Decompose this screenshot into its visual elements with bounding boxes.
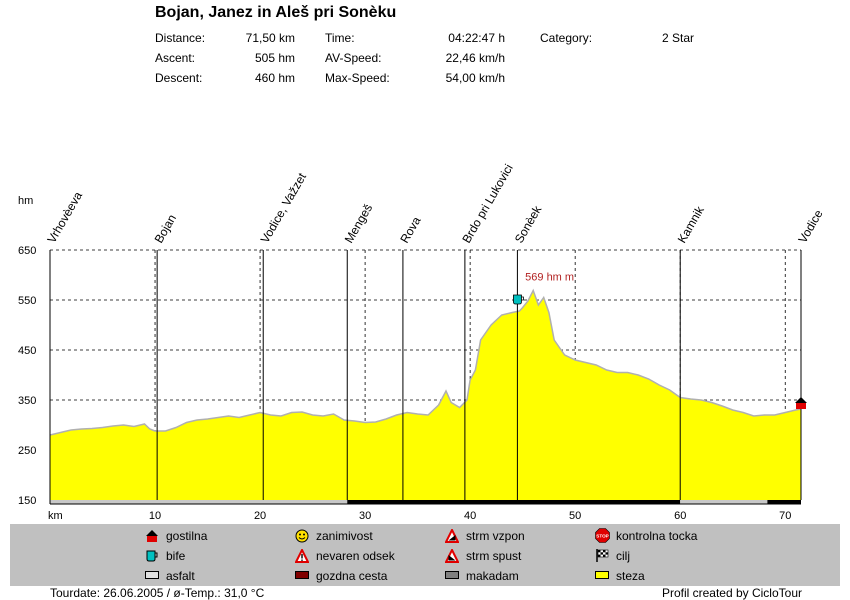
maxspeed-label: Max-Speed: bbox=[325, 71, 390, 85]
maxspeed-value: 54,00 km/h bbox=[445, 71, 505, 85]
category-label: Category: bbox=[540, 31, 593, 45]
x-tick-label: 10 bbox=[149, 510, 161, 522]
surface-band bbox=[347, 500, 681, 504]
x-tick-label: 60 bbox=[674, 510, 686, 522]
house-icon bbox=[146, 530, 158, 542]
waypoint-label: Rova bbox=[397, 214, 423, 246]
steep-down-icon bbox=[445, 549, 459, 563]
surface-band bbox=[50, 500, 348, 504]
distance-label: Distance: bbox=[155, 31, 206, 45]
legend-label-makadam: makadam bbox=[466, 569, 519, 583]
waypoint-label: Mengeš bbox=[342, 202, 375, 246]
legend-label-zanimivost: zanimivost bbox=[316, 529, 373, 543]
legend-label-gostilna: gostilna bbox=[166, 529, 208, 543]
y-axis-label: hm bbox=[18, 195, 33, 207]
waypoint-label: Kamnik bbox=[675, 203, 708, 246]
legend-label-strm-vzpon: strm vzpon bbox=[466, 529, 525, 543]
forest-road-swatch-icon bbox=[295, 571, 309, 579]
max-elevation-label: 569 hm m bbox=[525, 272, 574, 284]
avspeed-value: 22,46 km/h bbox=[445, 51, 505, 65]
stop-sign-icon: STOP bbox=[595, 528, 610, 543]
waypoint-label: Vodice, Važzet bbox=[258, 170, 310, 246]
route-markers bbox=[513, 294, 807, 409]
waypoint-label: Vrhovèeva bbox=[44, 189, 85, 246]
y-tick-label: 550 bbox=[18, 295, 36, 307]
y-tick-labels: 650 550 450 350 250 150 bbox=[18, 245, 36, 507]
y-tick-label: 350 bbox=[18, 395, 36, 407]
legend: gostilna bife asfalt zanimivost nevaren … bbox=[10, 524, 840, 586]
warning-icon bbox=[295, 549, 309, 563]
legend-label-nevaren-odsek: nevaren odsek bbox=[316, 549, 395, 563]
page-title: Bojan, Janez in Aleš pri Sonèku bbox=[155, 4, 397, 21]
y-tick-label: 250 bbox=[18, 445, 36, 457]
descent-label: Descent: bbox=[155, 71, 203, 85]
house-icon bbox=[795, 397, 807, 409]
legend-label-strm-spust: strm spust bbox=[466, 549, 522, 563]
time-value: 04:22:47 h bbox=[448, 31, 505, 45]
legend-label-asfalt: asfalt bbox=[166, 569, 195, 583]
y-tick-label: 450 bbox=[18, 345, 36, 357]
waypoint-label: Brdo pri Lukovici bbox=[459, 162, 515, 246]
finish-flag-icon bbox=[596, 549, 609, 562]
cup-icon bbox=[513, 294, 524, 305]
surface-bands bbox=[50, 500, 801, 504]
elevation-line bbox=[49, 288, 802, 436]
legend-label-bife: bife bbox=[166, 549, 186, 563]
distance-value: 71,50 km bbox=[245, 31, 295, 45]
surface-band bbox=[680, 500, 768, 504]
svg-text:STOP: STOP bbox=[596, 534, 608, 539]
legend-label-gozdna-cesta: gozdna cesta bbox=[316, 569, 388, 583]
macadam-swatch-icon bbox=[445, 571, 459, 579]
legend-label-steza: steza bbox=[616, 569, 645, 583]
time-label: Time: bbox=[325, 31, 355, 45]
x-tick-labels: 10 20 30 40 50 60 70 bbox=[149, 510, 791, 522]
ascent-label: Ascent: bbox=[155, 51, 196, 65]
legend-label-kontrolna-tocka: kontrolna tocka bbox=[616, 529, 698, 543]
avspeed-label: AV-Speed: bbox=[325, 51, 382, 65]
credit: Profil created by CicloTour bbox=[661, 586, 802, 600]
smiley-icon bbox=[295, 529, 309, 543]
x-tick-label: 20 bbox=[254, 510, 266, 522]
waypoint-label: Sonèek bbox=[512, 202, 545, 245]
tour-info: Tourdate: 26.06.2005 / ø-Temp.: 31,0 °C bbox=[50, 586, 265, 600]
x-tick-label: 40 bbox=[464, 510, 476, 522]
descent-value: 460 hm bbox=[254, 71, 295, 85]
cup-icon bbox=[146, 550, 158, 562]
x-tick-label: 50 bbox=[569, 510, 581, 522]
waypoint-lines bbox=[156, 250, 802, 500]
x-tick-label: 30 bbox=[359, 510, 371, 522]
elevation-area bbox=[50, 290, 801, 500]
waypoint-label: Bojan bbox=[152, 212, 179, 246]
x-axis-label: km bbox=[48, 510, 63, 522]
steep-up-icon bbox=[445, 529, 459, 543]
x-tick-label: 70 bbox=[779, 510, 791, 522]
path-swatch-icon bbox=[595, 571, 609, 579]
legend-label-cilj: cilj bbox=[616, 549, 630, 563]
waypoint-label: Vodice bbox=[795, 207, 825, 245]
asphalt-swatch-icon bbox=[145, 571, 159, 579]
y-tick-label: 650 bbox=[18, 245, 36, 257]
category-value: 2 Star bbox=[662, 31, 695, 45]
y-tick-label: 150 bbox=[18, 495, 36, 507]
ascent-value: 505 hm bbox=[254, 51, 295, 65]
surface-band bbox=[767, 500, 801, 504]
waypoint-labels: Vrhovèeva Bojan Vodice, Važzet Mengeš Rova Br… bbox=[44, 162, 825, 246]
